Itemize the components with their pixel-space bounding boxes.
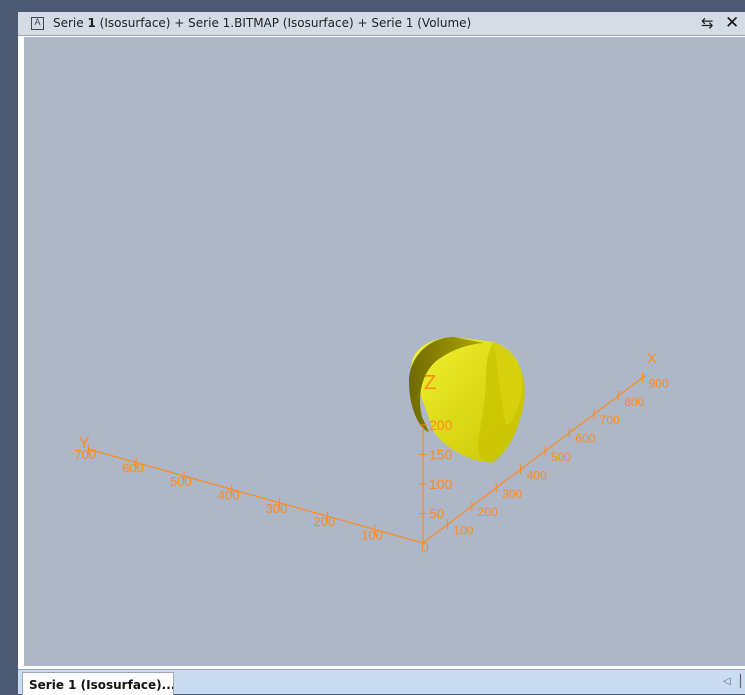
- x-axis-ticks: 100 200 300 400 500 600 700 800 900: [446, 372, 669, 538]
- x-axis-tick-label: 400: [527, 468, 547, 482]
- y-axis-tick-label: 400: [218, 487, 240, 502]
- isosurface-object[interactable]: [409, 337, 525, 463]
- swap-arrows-icon[interactable]: ⇆: [701, 14, 714, 32]
- x-axis-tick-label: 700: [600, 413, 620, 427]
- y-axis-line: [87, 448, 424, 544]
- z-axis-tick-label: 200: [429, 417, 453, 433]
- x-axis-tick-label: 800: [624, 395, 644, 409]
- y-axis-tick-label: 600: [122, 461, 144, 476]
- y-axis-tick-label: 700: [74, 447, 96, 462]
- scroll-right-icon[interactable]: ▏: [740, 674, 745, 688]
- z-axis-ticks: 50 100 150 200: [419, 417, 453, 522]
- scroll-left-icon[interactable]: ◁: [723, 676, 731, 687]
- z-axis-tick-label: 150: [429, 447, 453, 463]
- tab-serie-1-isosurface[interactable]: Serie 1 (Isosurface)...: [22, 672, 174, 695]
- window-app-icon: A: [31, 17, 44, 30]
- y-axis-tick-label: 100: [361, 528, 383, 543]
- x-axis-tick-label: 900: [649, 376, 669, 390]
- 3d-viewport[interactable]: 100 200 300 400 500 600 700 800 900 100 200 300 400…: [24, 37, 745, 666]
- z-axis-label: Z: [424, 372, 436, 394]
- x-axis-tick-label: 600: [575, 432, 595, 446]
- tab-bar: Serie 1 (Isosurface)... ◁ ▏: [18, 669, 745, 695]
- y-axis-ticks: 100 200 300 400 500 600 700: [74, 444, 383, 543]
- y-axis-tick-label: 200: [313, 514, 335, 529]
- y-axis-tick-label: 300: [266, 501, 288, 516]
- close-icon[interactable]: ✕: [725, 13, 740, 33]
- origin-label: 0: [421, 539, 429, 555]
- x-axis-tick-label: 100: [453, 524, 473, 538]
- x-axis-label: X: [647, 350, 657, 366]
- x-axis-tick-label: 300: [502, 487, 522, 501]
- window-titlebar: A Serie 1 (Isosurface) + Serie 1.BITMAP …: [18, 12, 745, 36]
- x-axis-tick-label: 500: [551, 450, 571, 464]
- z-axis-tick-label: 100: [429, 476, 453, 492]
- x-axis-tick-label: 200: [478, 505, 498, 519]
- window-title: Serie 1 (Isosurface) + Serie 1.BITMAP (I…: [53, 16, 472, 30]
- y-axis-label: Y: [79, 435, 90, 452]
- y-axis-tick-label: 500: [170, 474, 192, 489]
- x-axis-line: [422, 374, 647, 544]
- z-axis-tick-label: 50: [429, 506, 445, 522]
